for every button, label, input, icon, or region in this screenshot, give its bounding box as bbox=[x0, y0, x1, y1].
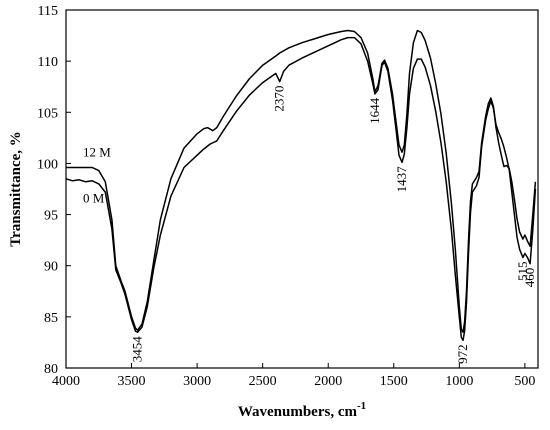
plot-series bbox=[65, 29, 537, 342]
x-tick-label: 1000 bbox=[445, 374, 473, 389]
x-tick-label: 3000 bbox=[183, 374, 211, 389]
x-tick-label: 4000 bbox=[52, 374, 80, 389]
axis-ticks: 4000 3500 3000 2500 2000 1500 1000 500 80 85 90 95 1… bbox=[37, 4, 535, 389]
series-label: 0 M bbox=[83, 190, 105, 205]
peak-label: 460 bbox=[522, 268, 537, 288]
series-labels: 12 M 0 M bbox=[83, 144, 111, 205]
peak-label: 1644 bbox=[367, 97, 382, 124]
series-line bbox=[65, 36, 537, 342]
y-tick-label: 105 bbox=[37, 106, 58, 121]
y-tick-label: 100 bbox=[37, 157, 58, 172]
peak-label: 1437 bbox=[394, 166, 409, 193]
x-tick-label: 500 bbox=[514, 374, 535, 389]
x-tick-label: 1500 bbox=[380, 374, 408, 389]
plot-frame bbox=[65, 9, 539, 369]
y-tick-label: 110 bbox=[38, 55, 58, 70]
x-tick-label: 3500 bbox=[118, 374, 146, 389]
y-axis-title: Transmittance, % bbox=[8, 131, 24, 247]
x-tick-label: 2000 bbox=[314, 374, 342, 389]
x-tick-label: 2500 bbox=[249, 374, 277, 389]
x-axis-title: Wavenumbers, cm-1 bbox=[238, 400, 366, 420]
y-tick-label: 85 bbox=[44, 311, 58, 326]
series-label: 12 M bbox=[83, 144, 111, 159]
y-tick-label: 95 bbox=[44, 209, 58, 224]
peak-label: 972 bbox=[455, 344, 470, 364]
peak-label: 3454 bbox=[130, 336, 145, 363]
series-line bbox=[66, 29, 537, 333]
peak-label: 2370 bbox=[272, 86, 287, 112]
peak-label: 515 bbox=[515, 262, 530, 282]
x-axis-title-text: Wavenumbers, cm bbox=[238, 404, 358, 420]
y-tick-label: 80 bbox=[44, 362, 58, 377]
y-tick-label: 90 bbox=[44, 260, 58, 275]
x-axis-title-superscript: -1 bbox=[357, 400, 366, 412]
y-tick-label: 115 bbox=[38, 4, 58, 19]
